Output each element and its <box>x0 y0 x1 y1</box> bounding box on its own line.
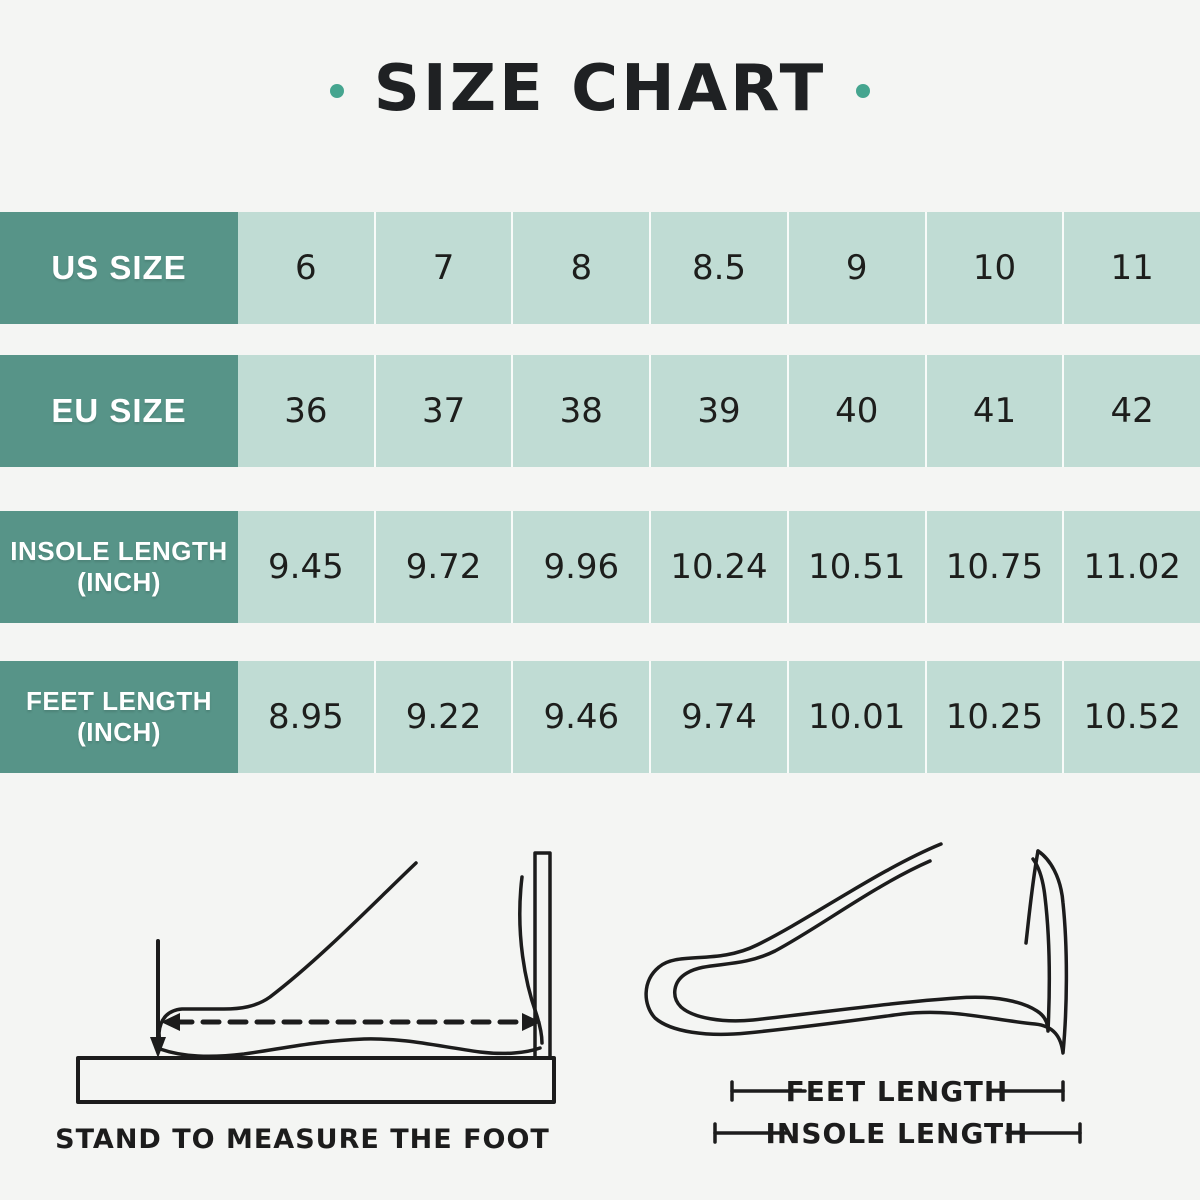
table-cell: 9 <box>786 212 925 324</box>
table-cell: 11 <box>1062 212 1200 324</box>
table-cell: 9.96 <box>511 511 650 623</box>
table-cell: 10.01 <box>786 661 925 773</box>
row-header-label: FEET LENGTH <box>25 686 213 717</box>
insole-outline <box>673 857 1051 1033</box>
table-cell: 9.46 <box>511 661 650 773</box>
table-cell: 9.72 <box>373 511 512 623</box>
size-chart-infographic: SIZE CHART US SIZE 6 7 8 8.5 9 10 11 EU … <box>0 50 1200 1200</box>
shoe-outline <box>644 842 1069 1055</box>
title-dot-right-icon <box>856 84 871 98</box>
row-header-unit: (INCH) <box>77 567 161 597</box>
table-row-feet-length: FEET LENGTH (INCH) 8.95 9.22 9.46 9.74 1… <box>0 661 1200 773</box>
shoe-insole-diagram-panel: FEET LENGTH INSOLE LENGTH <box>605 839 1200 1159</box>
row-header-unit: (INCH) <box>77 717 161 747</box>
table-cell: 9.45 <box>238 511 374 623</box>
floor-platform <box>76 1056 556 1104</box>
row-header-label: US SIZE <box>51 249 187 286</box>
row-header-label: INSOLE LENGTH <box>10 536 228 567</box>
table-cell: 7 <box>373 212 512 324</box>
table-cell: 8.95 <box>238 661 374 773</box>
table-cell: 10 <box>924 212 1063 324</box>
shoe-insole-diagram: FEET LENGTH INSOLE LENGTH <box>644 842 1082 1150</box>
title-row: SIZE CHART <box>0 50 1200 128</box>
row-header-label: EU SIZE <box>51 392 187 429</box>
left-diagram-caption: STAND TO MEASURE THE FOOT <box>55 1124 550 1155</box>
table-cell: 41 <box>924 355 1063 467</box>
table-cell: 37 <box>373 355 512 467</box>
table-cell: 42 <box>1062 355 1200 467</box>
collar-front-line <box>1024 849 1040 945</box>
table-cell: 40 <box>786 355 925 467</box>
size-table: US SIZE 6 7 8 8.5 9 10 11 EU SIZE 36 37 … <box>0 212 1200 773</box>
table-cell: 11.02 <box>1062 511 1200 623</box>
shin-outline <box>518 875 544 1045</box>
table-cell: 10.51 <box>786 511 925 623</box>
foot-outline <box>157 861 542 1059</box>
table-cell: 8 <box>511 212 650 324</box>
foot-measure-diagram <box>76 851 556 1104</box>
table-row-us-size: US SIZE 6 7 8 8.5 9 10 11 <box>0 212 1200 324</box>
title-dot-left-icon <box>329 84 344 98</box>
measurement-diagrams: STAND TO MEASURE THE FOOT FEET LENGTH IN… <box>0 839 1200 1159</box>
dashed-arrow-left-head-icon <box>161 1013 180 1031</box>
down-arrow-head-icon <box>150 1037 166 1058</box>
table-row-eu-size: EU SIZE 36 37 38 39 40 41 42 <box>0 355 1200 467</box>
row-header-feet-length: FEET LENGTH (INCH) <box>0 661 238 773</box>
dashed-arrow-right-head-icon <box>522 1013 541 1031</box>
table-cell: 10.75 <box>924 511 1063 623</box>
table-cell: 10.52 <box>1062 661 1200 773</box>
page-title: SIZE CHART <box>373 52 827 126</box>
table-cell: 10.24 <box>649 511 787 623</box>
feet-length-label: FEET LENGTH <box>786 1075 1009 1108</box>
table-cell: 38 <box>511 355 650 467</box>
insole-length-label: INSOLE LENGTH <box>766 1117 1029 1150</box>
row-header-us-size: US SIZE <box>0 212 238 324</box>
table-cell: 10.25 <box>924 661 1063 773</box>
table-cell: 8.5 <box>649 212 787 324</box>
row-header-eu-size: EU SIZE <box>0 355 238 467</box>
table-row-insole-length: INSOLE LENGTH (INCH) 9.45 9.72 9.96 10.2… <box>0 511 1200 623</box>
table-cell: 9.22 <box>373 661 512 773</box>
wall <box>533 851 552 1060</box>
table-cell: 36 <box>238 355 374 467</box>
table-cell: 6 <box>238 212 374 324</box>
table-cell: 39 <box>649 355 787 467</box>
table-cell: 9.74 <box>649 661 787 773</box>
foot-measure-diagram-panel: STAND TO MEASURE THE FOOT <box>0 839 605 1155</box>
row-header-insole-length: INSOLE LENGTH (INCH) <box>0 511 238 623</box>
